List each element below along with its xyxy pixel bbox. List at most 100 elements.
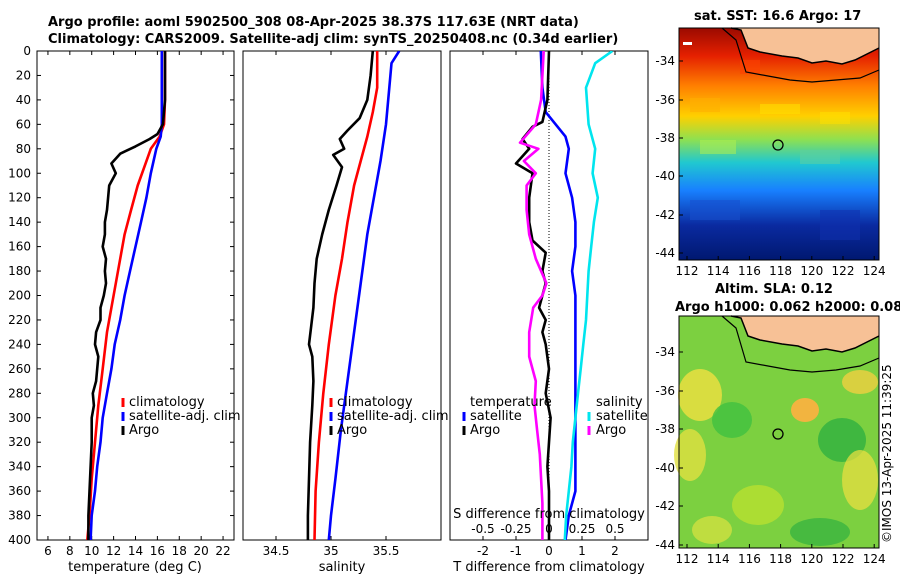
legend-label-s-satellite: satellite (596, 409, 648, 424)
sst-isobath (721, 27, 880, 83)
s-tick-label: 0.5 (605, 522, 624, 536)
depth-tick-label: 260 (8, 362, 31, 376)
x-tick-label: 35.5 (373, 544, 400, 558)
series-line-t-satellite (539, 51, 577, 540)
depth-tick-label: 60 (16, 117, 31, 131)
legend-label-argo: Argo (129, 423, 159, 438)
sst-frame (678, 27, 880, 261)
difference-legend: temperature satellite Argo salinity sate… (462, 395, 648, 438)
salinity-axes (242, 50, 442, 541)
sla-map-title: Altim. SLA: 0.12 (715, 282, 833, 297)
lat-tick-label: -44 (655, 246, 675, 260)
depth-tick-label: 100 (8, 166, 31, 180)
x-tick-label: 35 (323, 544, 338, 558)
x-tick-label: 0 (545, 544, 553, 558)
x-tick-label: 2 (611, 544, 619, 558)
depth-tick-label: 20 (16, 68, 31, 82)
series-line-satellite-adj-clim (89, 51, 164, 540)
s-tick-label: 0.25 (569, 522, 596, 536)
depth-tick-label: 40 (16, 93, 31, 107)
lon-tick-label: 114 (707, 264, 730, 278)
depth-axis: 0 20 40 60 80 100 120 140 160 180 200 220 240 260 280 3… (8, 44, 31, 547)
title-line-2: Climatology: CARS2009. Satellite-adj cli… (48, 32, 619, 47)
temperature-plot: 6 8 10 12 14 16 18 20 22 (37, 50, 234, 558)
lat-tick-label: -42 (655, 208, 675, 222)
legend-label-s-argo: Argo (596, 423, 626, 438)
series-line-s-satellite (563, 51, 614, 540)
x-tick-label: 34.5 (263, 544, 290, 558)
lon-tick-label: 118 (769, 552, 792, 566)
legend-label-climatology: climatology (129, 395, 205, 410)
title-line-1: Argo profile: aoml 5902500_308 08-Apr-20… (48, 15, 579, 30)
temperature-legend: climatology satellite-adj. clim Argo (121, 395, 241, 438)
depth-tick-label: 120 (8, 191, 31, 205)
lon-tick-label: 114 (707, 552, 730, 566)
depth-tick-label: 280 (8, 386, 31, 400)
x-tick-label: 20 (194, 544, 209, 558)
depth-tick-label: 380 (8, 509, 31, 523)
temperature-xlabel: temperature (deg C) (68, 560, 202, 575)
lat-tick-label: -34 (655, 345, 675, 359)
sst-map-title: sat. SST: 16.6 Argo: 17 (694, 9, 862, 24)
s-difference-xlabel: S difference from climatology (453, 507, 645, 522)
x-tick-label: 18 (172, 544, 187, 558)
legend-label-t-satellite: satellite (470, 409, 522, 424)
series-line-climatology (313, 51, 379, 540)
depth-tick-label: 240 (8, 337, 31, 351)
x-tick-label: 10 (84, 544, 99, 558)
lon-tick-label: 120 (800, 264, 823, 278)
s-tick-label: -0.25 (500, 522, 531, 536)
depth-tick-label: 160 (8, 240, 31, 254)
sst-land (731, 28, 879, 64)
sst-missing-data (683, 42, 692, 45)
legend-title-temperature: temperature (470, 395, 552, 410)
lat-tick-label: -40 (655, 461, 675, 475)
lon-tick-label: 124 (863, 552, 886, 566)
depth-tick-label: 360 (8, 484, 31, 498)
depth-tick-label: 400 (8, 533, 31, 547)
depth-tick-label: 0 (23, 44, 31, 58)
lat-tick-label: -38 (655, 422, 675, 436)
lat-tick-label: -44 (655, 538, 675, 552)
lon-tick-label: 116 (738, 552, 761, 566)
depth-tick-label: 200 (8, 289, 31, 303)
legend-label-climatology: climatology (337, 395, 413, 410)
x-tick-label: -2 (477, 544, 489, 558)
lon-tick-label: 122 (832, 552, 855, 566)
legend-label-satellite: satellite-adj. clim (337, 409, 449, 424)
lat-tick-label: -42 (655, 499, 675, 513)
salinity-plot: 34.5 35 35.5 (263, 51, 401, 558)
lat-tick-label: -36 (655, 384, 675, 398)
salinity-xlabel: salinity (319, 560, 366, 575)
lat-tick-label: -34 (655, 54, 675, 68)
x-tick-label: 1 (578, 544, 586, 558)
legend-title-salinity: salinity (596, 395, 643, 410)
x-tick-label: -1 (510, 544, 522, 558)
s-tick-label: -0.5 (471, 522, 494, 536)
depth-tick-label: 80 (16, 142, 31, 156)
salinity-legend: climatology satellite-adj. clim Argo (329, 395, 449, 438)
lat-tick-label: -38 (655, 131, 675, 145)
sla-frame (678, 315, 880, 549)
t-difference-xlabel: T difference from climatology (452, 560, 645, 575)
sla-texture (674, 369, 878, 546)
sla-isobath (721, 315, 880, 373)
lon-tick-label: 116 (738, 264, 761, 278)
sla-map-subtitle: Argo h1000: 0.062 h2000: 0.082 (675, 300, 900, 315)
lon-tick-label: 112 (676, 264, 699, 278)
sst-argo-marker (772, 139, 784, 151)
difference-plot: -2 -1 0 1 2-0.5 -0.25 0 0.25 0.5 (471, 51, 625, 558)
x-tick-label: 8 (66, 544, 74, 558)
series-line-s-argo (518, 51, 548, 540)
difference-axes (449, 50, 649, 541)
depth-tick-label: 340 (8, 460, 31, 474)
legend-label-t-argo: Argo (470, 423, 500, 438)
temperature-axes (36, 50, 235, 541)
lon-tick-label: 122 (832, 264, 855, 278)
depth-tick-label: 140 (8, 215, 31, 229)
